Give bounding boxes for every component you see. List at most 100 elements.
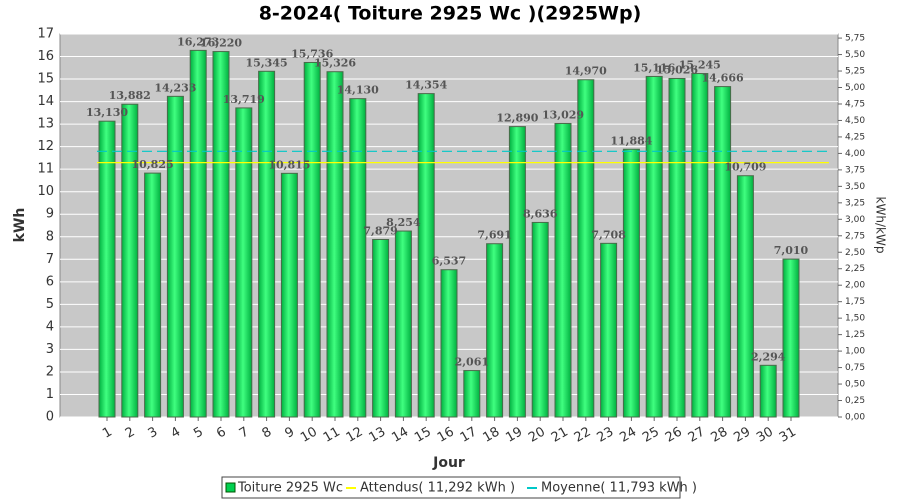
bar [645,75,663,418]
y-tick-label: 4 [46,319,54,334]
y2-tick-label: 5,75 [845,34,865,44]
x-tick-label: 17 [458,425,480,446]
value-label: 14,354 [405,79,447,92]
x-axis-label: Jour [432,455,465,471]
x-tick-label: 5 [191,425,206,442]
legend-label: Toiture 2925 Wc [237,481,343,496]
bar [782,258,800,418]
y-tick-label: 14 [37,94,54,109]
x-tick-label: 20 [526,425,548,446]
y2-tick-label: 3,50 [845,182,865,192]
value-label: 15,345 [246,56,288,69]
y-tick-label: 7 [46,252,54,267]
x-tick-label: 30 [754,425,776,446]
y2-tick-label: 4,00 [845,149,865,159]
x-tick-label: 16 [435,425,457,446]
y2-axis-label: kWh/kWp [874,197,888,254]
y-tick-label: 10 [37,184,54,199]
value-label: 7,010 [774,244,809,257]
y2-tick-label: 2,50 [845,248,865,258]
x-tick-label: 26 [663,425,685,446]
y2-tick-label: 5,25 [845,67,865,77]
y-tick-label: 11 [37,162,54,177]
y-tick-label: 0 [46,410,54,425]
y2-tick-label: 1,25 [845,330,865,340]
value-label: 12,890 [496,112,538,125]
y-tick-label: 17 [37,27,54,42]
x-tick-label: 15 [412,425,434,446]
value-label: 7,708 [591,228,626,241]
bar [463,370,481,418]
value-label: 15,245 [679,59,721,72]
bar [98,120,116,418]
x-tick-label: 23 [595,425,617,446]
x-tick-label: 4 [168,425,183,442]
y-tick-label: 16 [37,49,54,64]
bar [326,71,344,418]
bar [486,243,504,418]
value-label: 6,537 [432,255,466,268]
bar [394,230,412,418]
y2-tick-label: 1,50 [845,314,865,324]
bar [280,172,298,418]
y-tick-label: 12 [37,139,54,154]
value-label: 10,815 [268,158,310,171]
bar [303,61,321,418]
x-tick-label: 27 [686,425,708,446]
value-label: 11,884 [610,134,652,147]
x-tick-label: 18 [481,425,503,446]
y2-tick-label: 0,25 [845,396,865,406]
bar [235,107,253,418]
value-label: 13,882 [109,89,151,102]
x-tick-label: 22 [572,425,594,446]
bar [258,70,276,418]
bar [600,242,618,418]
value-label: 2,061 [455,356,489,369]
x-tick-label: 21 [549,425,571,446]
x-tick-label: 11 [321,425,343,446]
bar [554,122,572,418]
y2-tick-label: 1,00 [845,347,865,357]
x-tick-label: 28 [709,425,731,446]
y-axis-label: kWh [12,208,28,243]
value-label: 13,029 [542,108,584,121]
value-label: 14,970 [565,65,607,78]
y2-tick-label: 3,25 [845,198,865,208]
x-tick-label: 19 [503,425,525,446]
x-tick-label: 24 [617,425,639,446]
y-tick-label: 6 [46,274,54,289]
x-tick-label: 7 [237,425,252,442]
value-label: 15,736 [291,47,333,60]
legend-swatch [225,482,236,493]
y-tick-label: 5 [46,297,54,312]
bar [144,172,162,418]
y-tick-label: 13 [37,117,54,132]
y2-tick-label: 5,50 [845,50,865,60]
bar [440,269,458,418]
y2-tick-label: 2,00 [845,281,865,291]
y2-tick-label: 2,75 [845,231,865,241]
chart-title: 8-2024( Toiture 2925 Wc )(2925Wp) [259,3,642,25]
y2-tick-label: 2,25 [845,264,865,274]
value-label: 10,825 [132,158,174,171]
bar [577,79,595,418]
value-label: 7,691 [477,229,511,242]
y-tick-label: 2 [46,364,54,379]
y2-tick-label: 0,75 [845,363,865,373]
x-tick-label: 31 [777,425,799,446]
y-tick-label: 8 [46,229,54,244]
y-tick-label: 15 [37,72,54,87]
legend-label: Moyenne( 11,793 kWh ) [541,481,697,496]
y2-tick-label: 4,50 [845,116,865,126]
x-tick-label: 14 [389,425,411,446]
x-tick-label: 2 [123,425,138,442]
bar [714,86,732,418]
bar [691,73,709,418]
legend-label: Attendus( 11,292 kWh ) [360,481,515,496]
x-tick-label: 13 [367,425,389,446]
bar [622,148,640,418]
value-label: 16,273 [177,35,219,48]
value-label: 13,130 [86,106,128,119]
y2-tick-label: 5,00 [845,83,865,93]
